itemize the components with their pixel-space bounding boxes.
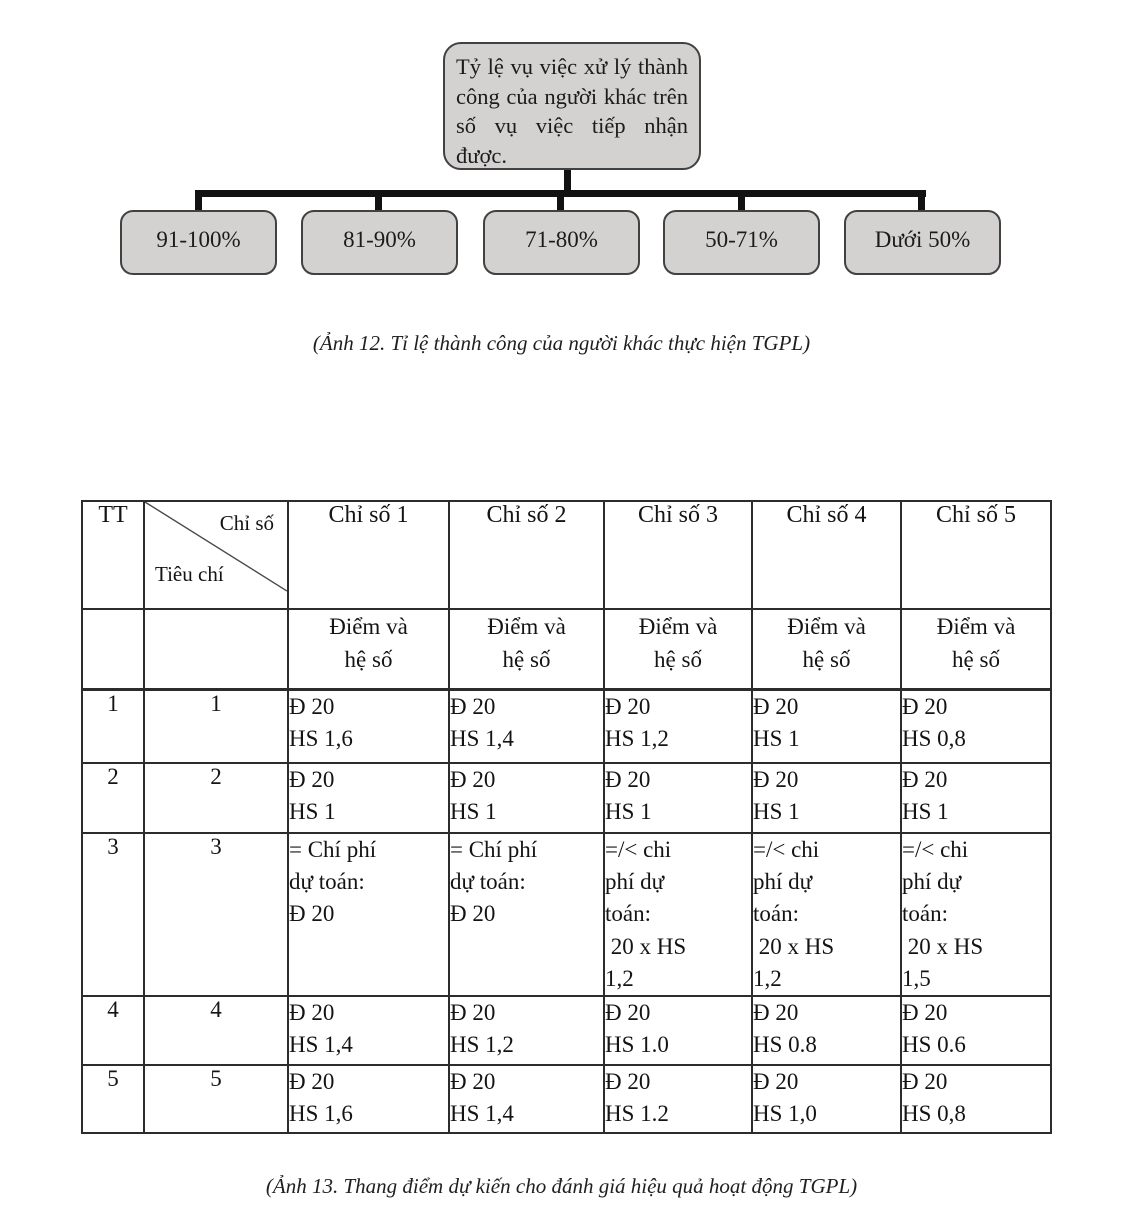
score-cell: Đ 20 HS 1,0 [751,1063,902,1134]
row-tt: 3 [81,832,145,997]
empty-cell [143,608,289,690]
flowchart-branch-box-under-50: Dưới 50% [844,210,1001,275]
table-row: 2 2 Đ 20 HS 1 Đ 20 HS 1 Đ 20 HS 1 Đ 20 H… [81,762,1052,834]
score-cell: Đ 20 HS 1 [603,762,753,834]
score-cell: Đ 20 HS 0.6 [900,994,1052,1066]
score-cell: =/< chi phí dự toán: 20 x HS 1,2 [603,832,753,997]
score-cell: Đ 20 HS 1,2 [448,994,605,1066]
column-header-chi-so-2: Chỉ số 2 [448,500,605,610]
score-cell: Đ 20 HS 0.8 [751,994,902,1066]
diagonal-divider-line [145,502,287,608]
criteria-score-table: TT Chỉ số Tiêu chí Chỉ số 1 Chỉ số 2 Chỉ… [81,500,1052,1134]
corner-diagonal-cell: Chỉ số Tiêu chí [143,500,289,610]
connector-stub [738,196,745,212]
score-cell: Đ 20 HS 1 [448,762,605,834]
table-row: 4 4 Đ 20 HS 1,4 Đ 20 HS 1,2 Đ 20 HS 1.0 … [81,994,1052,1066]
score-cell: Đ 20 HS 1,4 [287,994,450,1066]
row-tieu-chi: 4 [143,994,289,1066]
connector-vertical-top [564,170,571,191]
flowchart-branch-box-50-71: 50-71% [663,210,820,275]
row-tieu-chi: 5 [143,1063,289,1134]
connector-horizontal-bar [195,190,926,197]
connector-stub [195,196,202,212]
subheader-diem-he-so: Điểm và hệ số [751,608,902,690]
row-tieu-chi: 3 [143,832,289,997]
flowchart-branch-box-71-80: 71-80% [483,210,640,275]
corner-tieu-chi-label: Tiêu chí [155,562,224,586]
table-row: 3 3 = Chí phí dự toán: Đ 20 = Chí phí dự… [81,832,1052,997]
score-cell: =/< chi phí dự toán: 20 x HS 1,5 [900,832,1052,997]
score-cell: Đ 20 HS 1,2 [603,687,753,764]
score-cell: = Chí phí dự toán: Đ 20 [287,832,450,997]
score-cell: = Chí phí dự toán: Đ 20 [448,832,605,997]
connector-stub [918,196,925,212]
row-tt: 5 [81,1063,145,1134]
column-header-chi-so-5: Chỉ số 5 [900,500,1052,610]
score-cell: Đ 20 HS 1 [751,687,902,764]
score-cell: Đ 20 HS 1,6 [287,687,450,764]
score-cell: Đ 20 HS 1,4 [448,687,605,764]
table-row: 1 1 Đ 20 HS 1,6 Đ 20 HS 1,4 Đ 20 HS 1,2 … [81,687,1052,764]
score-cell: Đ 20 HS 1 [900,762,1052,834]
subheader-diem-he-so: Điểm và hệ số [287,608,450,690]
column-header-chi-so-3: Chỉ số 3 [603,500,753,610]
corner-chi-so-label: Chỉ số [219,511,274,535]
subheader-diem-he-so: Điểm và hệ số [900,608,1052,690]
score-cell: Đ 20 HS 0,8 [900,687,1052,764]
score-cell: Đ 20 HS 0,8 [900,1063,1052,1134]
row-tieu-chi: 2 [143,762,289,834]
score-cell: Đ 20 HS 1 [751,762,902,834]
column-header-chi-so-4: Chỉ số 4 [751,500,902,610]
flowchart-branch-box-91-100: 91-100% [120,210,277,275]
row-tt: 2 [81,762,145,834]
column-header-chi-so-1: Chỉ số 1 [287,500,450,610]
row-tieu-chi: 1 [143,687,289,764]
row-tt: 4 [81,994,145,1066]
connector-stub [557,196,564,212]
table-subheader-row: Điểm và hệ số Điểm và hệ số Điểm và hệ s… [81,608,1052,690]
score-cell: Đ 20 HS 1,6 [287,1063,450,1134]
corner-tt-cell: TT [81,500,145,610]
score-cell: =/< chi phí dự toán: 20 x HS 1,2 [751,832,902,997]
score-cell: Đ 20 HS 1 [287,762,450,834]
table-row: 5 5 Đ 20 HS 1,6 Đ 20 HS 1,4 Đ 20 HS 1.2 … [81,1063,1052,1134]
score-cell: Đ 20 HS 1.2 [603,1063,753,1134]
subheader-diem-he-so: Điểm và hệ số [448,608,605,690]
flowchart-root-box: Tỷ lệ vụ việc xử lý thành công của người… [443,42,701,170]
subheader-diem-he-so: Điểm và hệ số [603,608,753,690]
row-tt: 1 [81,687,145,764]
flowchart-branch-box-81-90: 81-90% [301,210,458,275]
score-cell: Đ 20 HS 1.0 [603,994,753,1066]
figure-caption-anh-13: (Ảnh 13. Thang điểm dự kiến cho đánh giá… [265,1174,858,1198]
empty-cell [81,608,145,690]
connector-stub [375,196,382,212]
score-cell: Đ 20 HS 1,4 [448,1063,605,1134]
table-header-row: TT Chỉ số Tiêu chí Chỉ số 1 Chỉ số 2 Chỉ… [81,500,1052,610]
figure-caption-anh-12: (Ảnh 12. Tỉ lệ thành công của người khác… [312,331,811,355]
